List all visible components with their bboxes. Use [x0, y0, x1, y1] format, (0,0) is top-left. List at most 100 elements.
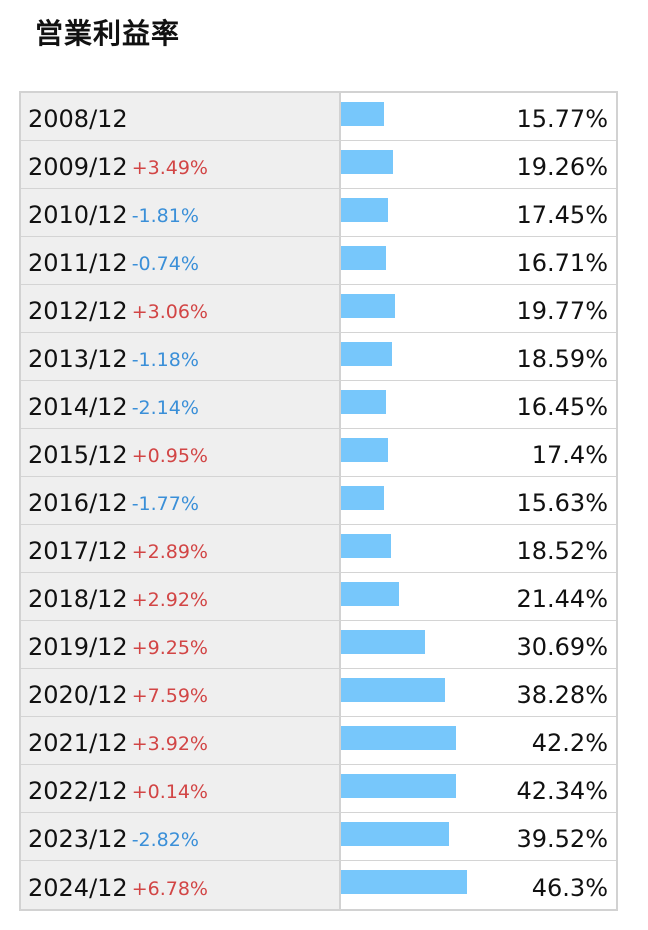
value-cell: 39.52% [341, 813, 616, 860]
value-bar [341, 870, 467, 894]
value-label: 16.45% [516, 393, 608, 421]
table-row: 2022/12 +0.14% 42.34% [21, 765, 616, 813]
year-cell: 2013/12 -1.18% [21, 333, 341, 380]
value-cell: 21.44% [341, 573, 616, 620]
change-label: +9.25% [131, 637, 208, 659]
value-label: 42.2% [531, 729, 608, 757]
value-bar [341, 198, 388, 222]
value-label: 42.34% [516, 777, 608, 805]
value-cell: 19.77% [341, 285, 616, 332]
year-label: 2018/12 [28, 585, 128, 613]
table-row: 2012/12 +3.06% 19.77% [21, 285, 616, 333]
change-label: +3.06% [131, 301, 208, 323]
value-cell: 17.4% [341, 429, 616, 476]
value-bar [341, 630, 425, 654]
value-label: 16.71% [516, 249, 608, 277]
value-bar [341, 150, 393, 174]
value-bar [341, 534, 391, 558]
year-cell: 2010/12 -1.81% [21, 189, 341, 236]
value-bar [341, 438, 388, 462]
value-cell: 19.26% [341, 141, 616, 188]
value-bar [341, 294, 395, 318]
value-label: 39.52% [516, 825, 608, 853]
change-label: +3.49% [131, 157, 208, 179]
value-bar [341, 342, 392, 366]
value-cell: 15.77% [341, 93, 616, 140]
value-bar [341, 582, 399, 606]
year-cell: 2019/12 +9.25% [21, 621, 341, 668]
year-label: 2016/12 [28, 489, 128, 517]
year-cell: 2011/12 -0.74% [21, 237, 341, 284]
table-row: 2014/12 -2.14% 16.45% [21, 381, 616, 429]
year-cell: 2021/12 +3.92% [21, 717, 341, 764]
year-cell: 2012/12 +3.06% [21, 285, 341, 332]
table-row: 2021/12 +3.92% 42.2% [21, 717, 616, 765]
operating-margin-table: 2008/12 15.77% 2009/12 +3.49% 19.26% 2010/12-… [19, 91, 618, 911]
value-label: 15.63% [516, 489, 608, 517]
year-cell: 2018/12 +2.92% [21, 573, 341, 620]
year-label: 2011/12 [28, 249, 128, 277]
year-label: 2021/12 [28, 729, 128, 757]
table-row: 2010/12 -1.81% 17.45% [21, 189, 616, 237]
year-cell: 2023/12 -2.82% [21, 813, 341, 860]
year-label: 2010/12 [28, 201, 128, 229]
table-row: 2016/12 -1.77% 15.63% [21, 477, 616, 525]
change-label: -1.81% [131, 205, 199, 227]
value-label: 30.69% [516, 633, 608, 661]
table-row: 2020/12 +7.59% 38.28% [21, 669, 616, 717]
value-label: 21.44% [516, 585, 608, 613]
value-bar [341, 102, 384, 126]
year-cell: 2009/12 +3.49% [21, 141, 341, 188]
change-label: -2.14% [131, 397, 199, 419]
value-label: 19.26% [516, 153, 608, 181]
table-row: 2009/12 +3.49% 19.26% [21, 141, 616, 189]
value-label: 38.28% [516, 681, 608, 709]
value-cell: 42.2% [341, 717, 616, 764]
value-label: 15.77% [516, 105, 608, 133]
table-row: 2017/12 +2.89% 18.52% [21, 525, 616, 573]
value-cell: 15.63% [341, 477, 616, 524]
change-label: -0.74% [131, 253, 199, 275]
year-label: 2020/12 [28, 681, 128, 709]
value-bar [341, 246, 386, 270]
value-cell: 46.3% [341, 861, 616, 909]
value-bar [341, 822, 449, 846]
year-cell: 2024/12 +6.78% [21, 861, 341, 909]
year-label: 2013/12 [28, 345, 128, 373]
year-label: 2024/12 [28, 874, 128, 902]
year-cell: 2015/12 +0.95% [21, 429, 341, 476]
table-row: 2019/12 +9.25% 30.69% [21, 621, 616, 669]
change-label: +2.92% [131, 589, 208, 611]
year-cell: 2008/12 [21, 93, 341, 140]
year-label: 2022/12 [28, 777, 128, 805]
value-cell: 17.45% [341, 189, 616, 236]
table-row: 2011/12 -0.74% 16.71% [21, 237, 616, 285]
change-label: -2.82% [131, 829, 199, 851]
table-row: 2015/12 +0.95% 17.4% [21, 429, 616, 477]
value-label: 46.3% [531, 874, 608, 902]
year-label: 2012/12 [28, 297, 128, 325]
year-label: 2015/12 [28, 441, 128, 469]
value-cell: 38.28% [341, 669, 616, 716]
value-label: 19.77% [516, 297, 608, 325]
value-bar [341, 726, 456, 750]
year-cell: 2022/12 +0.14% [21, 765, 341, 812]
value-cell: 18.52% [341, 525, 616, 572]
table-row: 2008/12 15.77% [21, 93, 616, 141]
change-label: +0.14% [131, 781, 208, 803]
value-cell: 16.45% [341, 381, 616, 428]
table-row: 2024/12 +6.78% 46.3% [21, 861, 616, 909]
year-label: 2023/12 [28, 825, 128, 853]
value-cell: 16.71% [341, 237, 616, 284]
value-label: 18.59% [516, 345, 608, 373]
year-label: 2009/12 [28, 153, 128, 181]
year-label: 2014/12 [28, 393, 128, 421]
change-label: -1.77% [131, 493, 199, 515]
year-cell: 2020/12 +7.59% [21, 669, 341, 716]
year-cell: 2014/12 -2.14% [21, 381, 341, 428]
value-bar [341, 390, 386, 414]
value-label: 18.52% [516, 537, 608, 565]
change-label: +7.59% [131, 685, 208, 707]
page-title: 営業利益率 [35, 17, 181, 50]
table-row: 2018/12 +2.92% 21.44% [21, 573, 616, 621]
